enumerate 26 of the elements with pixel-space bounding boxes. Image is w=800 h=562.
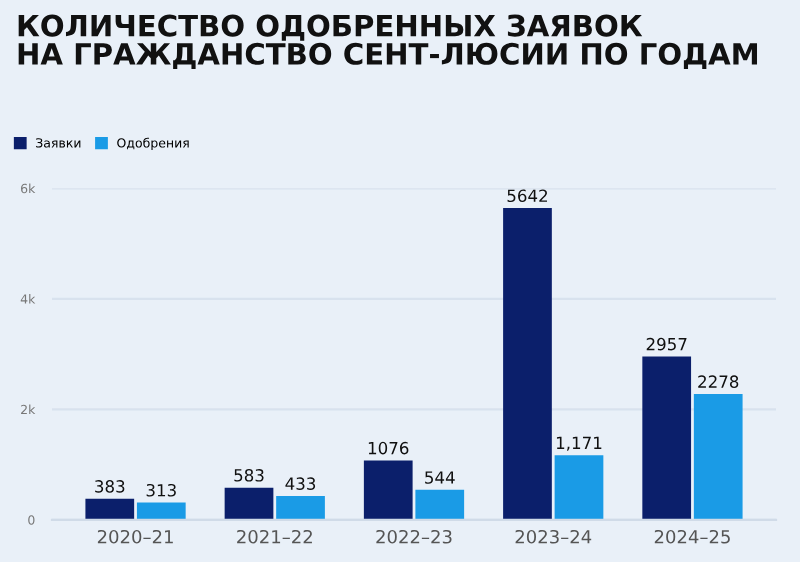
data-label: 5642	[507, 189, 548, 203]
bar	[642, 356, 692, 520]
data-label: 583	[234, 469, 264, 482]
bar	[224, 487, 274, 520]
bar	[136, 502, 186, 520]
data-label: 544	[425, 471, 455, 484]
x-tick-label: 2024–25	[654, 529, 730, 544]
bar	[415, 489, 465, 520]
data-label: 313	[146, 483, 176, 497]
x-tick-label: 2020–21	[97, 529, 173, 544]
bar	[276, 495, 325, 520]
data-label: 2278	[698, 375, 739, 388]
chart-title: КОЛИЧЕСТВО ОДОБРЕННЫХ ЗАЯВОК НА ГРАЖДАНСТВО СЕНТ-ЛЮСИИ ПО ГОДАМ	[18, 14, 758, 70]
bar	[693, 393, 743, 520]
data-label: 1076	[368, 441, 409, 455]
bar	[554, 455, 604, 520]
data-label: 383	[95, 480, 125, 493]
bar	[363, 460, 413, 520]
x-tick-label: 2021–22	[237, 529, 312, 544]
bar	[503, 208, 552, 520]
x-tick-label: 2023–24	[515, 529, 592, 544]
data-label: 2957	[646, 337, 687, 351]
x-tick-label: 2022–23	[376, 529, 452, 544]
data-label: 433	[285, 477, 316, 490]
bar	[85, 498, 135, 520]
data-label: 1,171	[556, 436, 602, 451]
